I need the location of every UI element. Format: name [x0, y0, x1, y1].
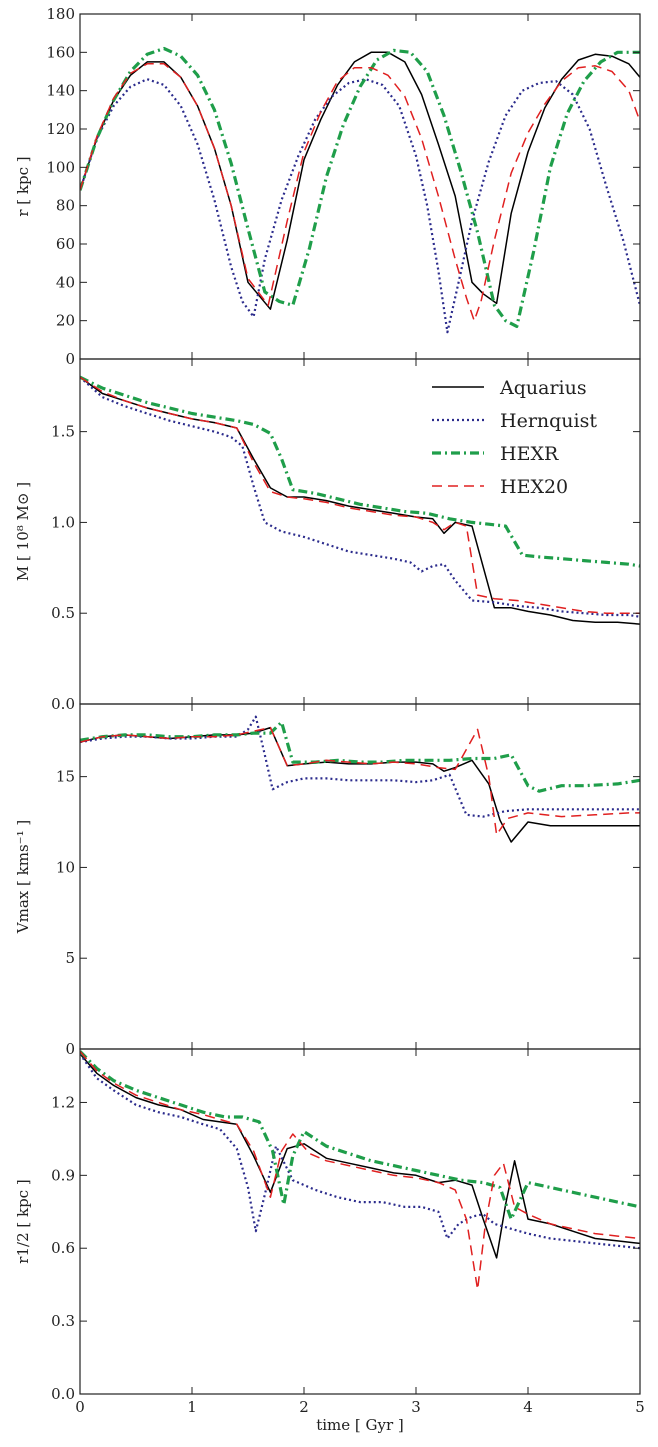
legend-label-hex20: HEX20: [500, 476, 568, 498]
series-hernquist-line: [80, 376, 640, 618]
series-hernquist-line: [80, 715, 640, 818]
x-tick-label: 2: [299, 1398, 309, 1416]
series-aquarius-line: [80, 51, 640, 310]
y-tick-label: 1.2: [51, 1093, 75, 1111]
series-hex20-line: [80, 63, 640, 322]
legend-label-hexr: HEXR: [500, 443, 559, 465]
y-tick-label: 100: [46, 158, 75, 176]
y-tick-label: 0.5: [51, 604, 75, 622]
series-hexr-line: [80, 375, 640, 568]
x-tick-label: 5: [635, 1398, 645, 1416]
series-hernquist-line: [80, 1053, 640, 1250]
panel-2: 0.0 0.5 1.0 1.5 M [ 10⁸ M⊙ ] Aquarius Hernquis…: [14, 358, 641, 713]
series-hexr-line: [80, 720, 640, 793]
y-tick-label: 0.9: [51, 1166, 75, 1184]
plot-frame: [79, 13, 641, 360]
x-tick-label: 0: [75, 1398, 85, 1416]
y-tick-label: 180: [46, 5, 75, 23]
y-axis-label: M [ 10⁸ M⊙ ]: [14, 482, 32, 581]
y-tick-label: 40: [56, 273, 75, 291]
x-tick-label: 1: [187, 1398, 197, 1416]
series-hex20-line: [80, 1050, 640, 1291]
series-aquarius-line: [80, 726, 640, 843]
y-tick-label: 15: [56, 768, 75, 786]
y-axis-label: Vmax [ kms⁻¹ ]: [14, 820, 32, 934]
y-tick-label: 80: [56, 197, 75, 215]
y-tick-label: 0.0: [51, 695, 75, 713]
series-hex20-line: [80, 376, 640, 614]
plot-frame: [79, 703, 641, 1050]
series-hex20-line: [80, 726, 640, 836]
y-axis-label: r1/2 [ kpc ]: [14, 1179, 32, 1263]
series-hexr-line: [80, 1050, 640, 1221]
panel-4: 0.0 0.3 0.6 0.9 1.2 0 1 2 3 4 5 r1/2 [ kpc ] time [ …: [14, 1048, 645, 1434]
y-tick-label: 0: [65, 350, 75, 368]
panel-3: 0 5 10 15 Vmax [ kms⁻¹ ]: [14, 703, 641, 1058]
x-axis-label: time [ Gyr ]: [316, 1416, 404, 1434]
legend: Aquarius Hernquist HEXR HEX20: [432, 377, 597, 498]
y-tick-label: 0.6: [51, 1239, 75, 1257]
series-hexr-line: [80, 46, 640, 328]
x-tick-label: 4: [523, 1398, 533, 1416]
y-tick-label: 120: [46, 120, 75, 138]
legend-label-aquarius: Aquarius: [499, 377, 587, 399]
y-tick-label: 20: [56, 312, 75, 330]
x-tick-label: 3: [411, 1398, 421, 1416]
y-tick-label: 5: [65, 949, 75, 967]
legend-label-hernquist: Hernquist: [500, 410, 597, 432]
y-tick-label: 0: [65, 1040, 75, 1058]
y-tick-label: 1.5: [51, 423, 75, 441]
y-tick-label: 0.0: [51, 1385, 75, 1403]
y-axis-label: r [ kpc ]: [14, 156, 32, 216]
panel-1: 0 20 40 60 80 100 120 140 160 180 r [ kpc ]: [14, 5, 641, 368]
plot-frame: [79, 1048, 641, 1395]
y-tick-label: 1.0: [51, 513, 75, 531]
series-hernquist-line: [80, 78, 640, 334]
y-tick-label: 60: [56, 235, 75, 253]
y-tick-label: 0.3: [51, 1312, 75, 1330]
y-tick-label: 10: [56, 858, 75, 876]
y-tick-label: 140: [46, 82, 75, 100]
y-tick-label: 160: [46, 43, 75, 61]
